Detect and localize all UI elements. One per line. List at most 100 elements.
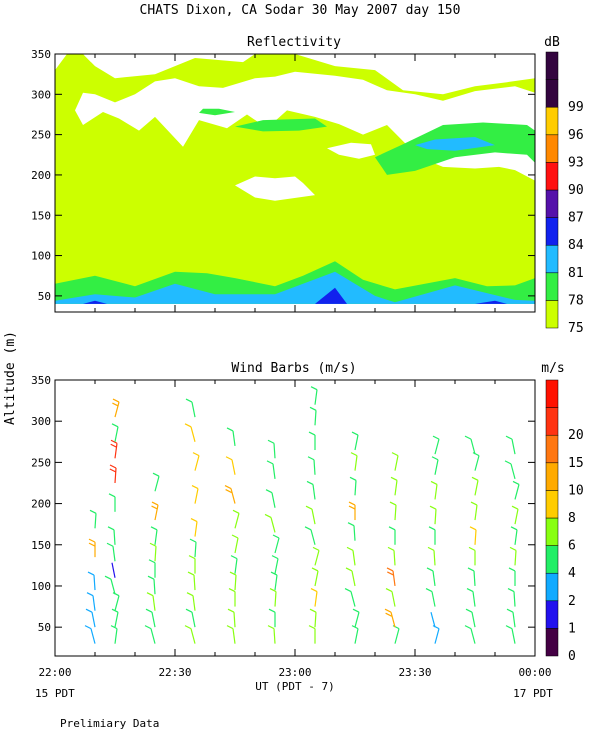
start-date-label: 15 PDT — [35, 687, 75, 700]
reflectivity-colorbar-swatch — [545, 106, 559, 136]
wind-barb — [186, 592, 196, 611]
x-tick-label: 22:00 — [38, 666, 71, 679]
reflectivity-colorbar-label: 78 — [568, 293, 584, 308]
wind-barb — [349, 476, 357, 496]
wind-barb — [111, 423, 119, 442]
wind-colorbar-swatch — [545, 517, 559, 546]
wind-barb — [344, 588, 356, 607]
wind-colorbar-swatch — [545, 628, 559, 657]
wind-colorbar-label: 10 — [568, 483, 584, 498]
wind-barb — [191, 485, 199, 504]
wind-barb — [391, 452, 399, 471]
reflectivity-colorbar-swatch — [545, 244, 559, 274]
wind-barb — [264, 513, 276, 533]
wind-barb — [226, 427, 236, 446]
reflectivity-y-tick-label: 200 — [31, 169, 51, 182]
wind-barbs-field — [84, 386, 520, 644]
wind-barb — [469, 526, 477, 545]
wind-colorbar-swatch — [545, 490, 559, 519]
wind-barb — [144, 625, 156, 644]
reflectivity-colorbar-label: 96 — [568, 128, 584, 143]
wind-barb — [509, 546, 517, 566]
reflectivity-layer-8 — [415, 137, 495, 151]
reflectivity-colorbar: 75 78 81 84 87 90 93 96 99 — [545, 51, 584, 336]
x-tick-label: 23:30 — [398, 666, 431, 679]
wind-barbs-title: Wind Barbs (m/s) — [231, 361, 356, 376]
wind-barb — [107, 526, 116, 545]
wind-barb — [430, 480, 438, 500]
wind-barb — [432, 625, 440, 644]
reflectivity-colorbar-label: 81 — [568, 266, 584, 281]
wind-barb — [310, 588, 318, 607]
wind-barb — [184, 625, 196, 644]
reflectivity-colorbar-label: 84 — [568, 238, 584, 253]
wind-barb — [351, 431, 359, 451]
wind-colorbar-swatch — [545, 407, 559, 436]
wind-barb — [112, 398, 120, 418]
end-date-label: 17 PDT — [513, 687, 553, 700]
wind-barb — [146, 592, 156, 611]
wind-barb — [227, 608, 236, 628]
wind-colorbar-label: 15 — [568, 456, 584, 471]
wind-barb — [271, 555, 279, 574]
wind-barb — [111, 562, 116, 578]
reflectivity-colorbar-label: 90 — [568, 183, 584, 198]
reflectivity-layer-12 — [315, 287, 347, 304]
wind-barb — [464, 625, 476, 644]
wind-barb — [385, 588, 396, 607]
wind-barb — [187, 571, 196, 591]
wind-barb — [308, 625, 316, 644]
reflectivity-axes: 50 100 150 200 250 300 350 — [31, 48, 536, 312]
wind-barb — [387, 546, 396, 566]
wind-colorbar-label: 0 — [568, 649, 576, 664]
wind-barb — [348, 501, 356, 521]
reflectivity-colorbar-swatch — [545, 300, 559, 329]
wind-colorbar-label: 1 — [568, 621, 576, 636]
wind-barbs-frame — [54, 379, 536, 657]
wind-barb — [270, 571, 278, 591]
reflectivity-y-tick-label: 350 — [31, 48, 51, 61]
wind-barb — [429, 505, 437, 525]
wind-barb — [392, 625, 400, 644]
wind-barb — [466, 588, 476, 607]
reflectivity-layer-10 — [55, 271, 535, 304]
wind-barb — [228, 588, 236, 607]
wind-barb — [87, 571, 96, 591]
wind-barb — [305, 505, 316, 525]
footer-note: Prelimiary Data — [60, 717, 159, 730]
wind-barb — [89, 509, 97, 529]
wind-barb — [510, 526, 518, 545]
wind-barb — [388, 526, 396, 545]
reflectivity-y-tick-label: 50 — [38, 290, 51, 303]
wind-barb — [512, 480, 520, 500]
wind-barb — [88, 538, 96, 558]
wind-barb — [352, 608, 360, 628]
wind-barb — [184, 423, 196, 442]
wind-colorbar-label: 6 — [568, 539, 576, 554]
wind-barb — [225, 456, 236, 475]
wind-barb — [151, 501, 159, 521]
wind-y-tick-label: 200 — [31, 498, 51, 511]
wind-barb — [145, 608, 156, 628]
wind-colorbar-swatch — [545, 545, 559, 574]
wind-y-tick-label: 150 — [31, 539, 51, 552]
wind-barb — [224, 485, 236, 504]
wind-barb — [472, 452, 480, 471]
wind-barb — [309, 608, 317, 628]
wind-barb — [106, 542, 116, 562]
wind-barb — [511, 505, 519, 525]
reflectivity-colorbar-label: 93 — [568, 155, 584, 170]
wind-y-tick-label: 100 — [31, 580, 51, 593]
reflectivity-title: Reflectivity — [247, 35, 341, 50]
wind-barb — [428, 526, 436, 545]
wind-barb — [390, 476, 398, 496]
wind-barb — [506, 608, 516, 628]
reflectivity-layer-6 — [199, 108, 235, 116]
wind-barb — [432, 435, 440, 455]
wind-barb — [350, 452, 358, 471]
reflectivity-y-tick-label: 250 — [31, 129, 51, 142]
wind-barb — [108, 493, 116, 512]
wind-barb — [265, 489, 276, 508]
wind-colorbar-label: 8 — [568, 511, 576, 526]
